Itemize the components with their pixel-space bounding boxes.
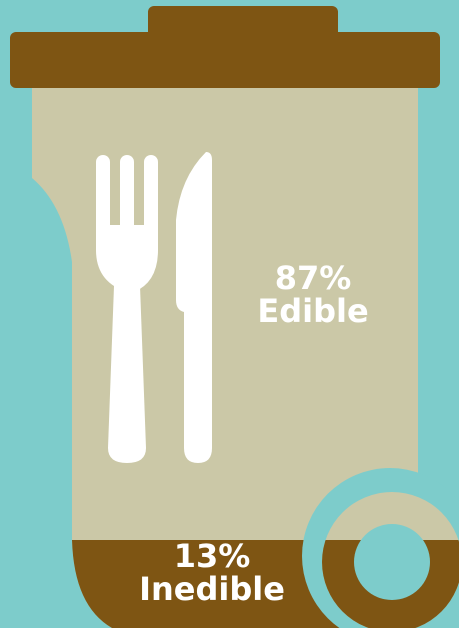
knife-icon	[176, 152, 212, 463]
edible-label: 87% Edible	[238, 262, 388, 327]
inedible-label: 13% Inedible	[122, 540, 302, 605]
inedible-percent: 13%	[173, 537, 251, 575]
fork-icon	[96, 155, 158, 463]
wheel-icon	[302, 468, 459, 628]
edible-percent: 87%	[274, 259, 352, 297]
inedible-text: Inedible	[139, 569, 285, 608]
edible-text: Edible	[257, 291, 369, 330]
lid	[10, 32, 440, 88]
